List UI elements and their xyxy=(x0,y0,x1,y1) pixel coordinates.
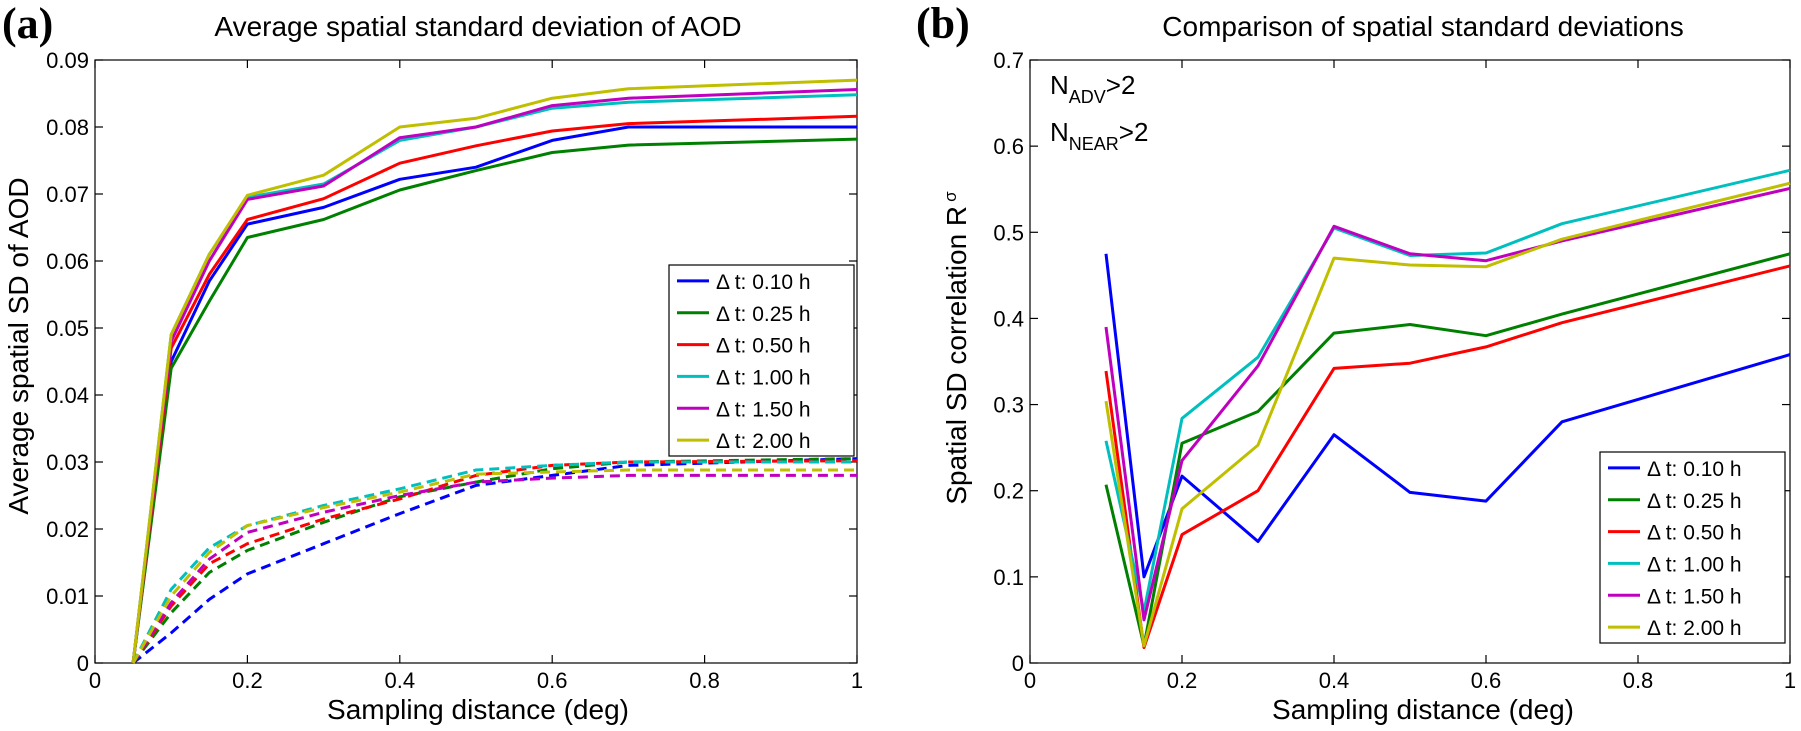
panel-a-ylabel: Average spatial SD of AOD xyxy=(3,177,34,514)
panel-a-series-dashed-11 xyxy=(131,468,857,664)
panel-b-legend-box xyxy=(1599,451,1786,644)
panel-b-xtick-label: 0 xyxy=(1024,668,1036,693)
annotation-n-near: NNEAR>2 xyxy=(1050,117,1148,154)
panel-b-title: Comparison of spatial standard deviation… xyxy=(1162,11,1683,42)
panel-a-legend-entry: Δ t: 0.50 h xyxy=(716,335,811,358)
panel-a-ytick-label: 0.05 xyxy=(46,316,89,341)
panel-a-ytick-label: 0.01 xyxy=(46,584,89,609)
panel-b-series-solid-1 xyxy=(1104,252,1791,648)
panel-a-axes-box xyxy=(94,59,858,664)
panel-a-series-dashed-8 xyxy=(131,459,858,664)
panel-a-series-solid-4 xyxy=(131,88,858,664)
panel-b-ytick-label: 0.3 xyxy=(993,393,1024,418)
panel-b-xtick-label: 0.6 xyxy=(1471,668,1502,693)
panel-a-title: Average spatial standard deviation of AO… xyxy=(214,11,741,42)
panel-b-ytick-label: 0.5 xyxy=(993,220,1024,245)
panel-a-series-dashed-9 xyxy=(131,460,857,664)
panel-a-ytick-label: 0.09 xyxy=(46,48,89,73)
panel-a-legend-entry: Δ t: 0.10 h xyxy=(716,271,811,294)
panel-a-ytick-label: 0.03 xyxy=(46,450,89,475)
panel-a-xtick-label: 0.2 xyxy=(232,668,263,693)
panel-a-legend-box xyxy=(668,264,855,457)
panel-a-series-dashed-7 xyxy=(131,457,858,664)
panel-a-series-solid-2 xyxy=(131,114,858,664)
panel-a-xtick-label: 0.4 xyxy=(385,668,416,693)
panel-a-legend: Δ t: 0.10 h Δ t: 0.25 h Δ t: 0.50 h Δ t: 1.… xyxy=(668,264,855,457)
panel-b-ytick-label: 0.6 xyxy=(993,134,1024,159)
annotation-n-near-sub: NEAR xyxy=(1069,134,1119,154)
panel-b-legend-entry: Δ t: 1.50 h xyxy=(1647,585,1742,608)
panel-a-ytick-label: 0.02 xyxy=(46,517,89,542)
panel-b-legend-entry: Δ t: 0.10 h xyxy=(1647,458,1742,481)
panel-a-xlabel: Sampling distance (deg) xyxy=(327,694,629,725)
panel-b-xtick-label: 0.8 xyxy=(1623,668,1654,693)
panel-a-series-dashed-6 xyxy=(132,457,858,665)
panel-b-legend-entry: Δ t: 0.50 h xyxy=(1647,522,1742,545)
panel-a-legend-entry: Δ t: 1.50 h xyxy=(716,398,811,421)
panel-a-xtick-label: 0 xyxy=(89,668,101,693)
panel-a-series-solid-5 xyxy=(131,78,858,664)
annotation-n-near-main: N xyxy=(1050,117,1069,147)
panel-b-ylabel-sub: σ xyxy=(941,191,960,202)
panel-a-series-solid-0 xyxy=(131,125,857,664)
panel-b: (b) Comparison of spatial standard devia… xyxy=(916,0,1796,725)
panel-a-ytick-label: 0.08 xyxy=(46,115,89,140)
panel-b-ytick-label: 0.1 xyxy=(993,565,1024,590)
panel-a-legend-entry: Δ t: 1.00 h xyxy=(716,366,811,389)
panel-b-legend: Δ t: 0.10 h Δ t: 0.25 h Δ t: 0.50 h Δ t: 1.… xyxy=(1599,451,1786,644)
annotation-n-adv-sub: ADV xyxy=(1069,87,1106,107)
panel-b-axes-box xyxy=(1029,59,1791,664)
panel-b-legend-entry: Δ t: 0.25 h xyxy=(1647,490,1742,513)
panel-b-ylabel-main: Spatial SD correlation R xyxy=(941,206,972,505)
annotation-n-near-suffix: >2 xyxy=(1119,117,1149,147)
panel-b-legend-entry: Δ t: 1.00 h xyxy=(1647,553,1742,576)
panel-b-xtick-label: 0.2 xyxy=(1167,668,1198,693)
panel-b-xtick-label: 1 xyxy=(1784,668,1796,693)
panel-b-ytick-label: 0.4 xyxy=(993,306,1024,331)
panel-a: (a) Average spatial standard deviation o… xyxy=(2,0,863,725)
panel-b-label: (b) xyxy=(916,0,970,48)
panel-a-xtick-label: 1 xyxy=(851,668,863,693)
panel-b-series-solid-2 xyxy=(1104,264,1791,649)
panel-b-ytick-label: 0 xyxy=(1012,651,1024,676)
annotation-n-adv-suffix: >2 xyxy=(1106,70,1136,100)
panel-a-series-dashed-10 xyxy=(131,473,857,664)
panel-a-legend-entry: Δ t: 0.25 h xyxy=(716,303,811,326)
panel-a-xtick-label: 0.6 xyxy=(537,668,568,693)
panel-a-legend-entry: Δ t: 2.00 h xyxy=(716,430,811,453)
panel-a-ytick-label: 0.07 xyxy=(46,182,89,207)
panel-b-ytick-label: 0.2 xyxy=(993,479,1024,504)
panel-a-ytick-label: 0.04 xyxy=(46,383,89,408)
panel-b-series-solid-5 xyxy=(1104,181,1791,648)
panel-a-xtick-label: 0.8 xyxy=(689,668,720,693)
panel-a-series-solid-1 xyxy=(131,137,858,664)
panel-b-xtick-label: 0.4 xyxy=(1319,668,1350,693)
panel-b-legend-entry: Δ t: 2.00 h xyxy=(1647,617,1742,640)
panel-b-ylabel: Spatial SD correlation R σ xyxy=(941,191,972,505)
panel-a-ytick-label: 0 xyxy=(77,651,89,676)
panel-a-label: (a) xyxy=(2,0,53,48)
panel-b-xlabel: Sampling distance (deg) xyxy=(1272,694,1574,725)
panel-b-ytick-label: 0.7 xyxy=(993,48,1024,73)
panel-a-ytick-label: 0.06 xyxy=(46,249,89,274)
annotation-n-adv-main: N xyxy=(1050,70,1069,100)
annotation-n-adv: NADV>2 xyxy=(1050,70,1135,107)
